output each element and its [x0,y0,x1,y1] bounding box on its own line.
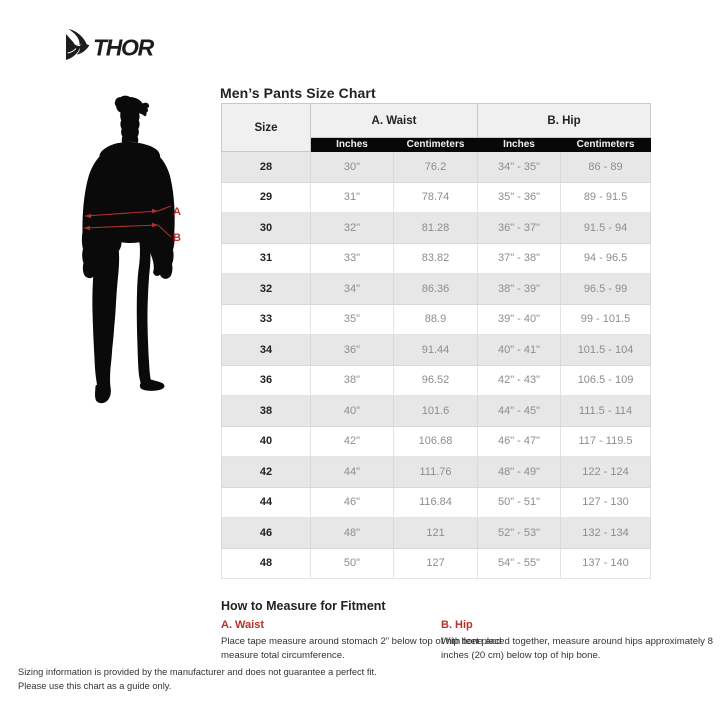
svg-text:A: A [173,206,181,218]
svg-text:B: B [173,232,181,244]
svg-text:THOR: THOR [93,35,155,61]
